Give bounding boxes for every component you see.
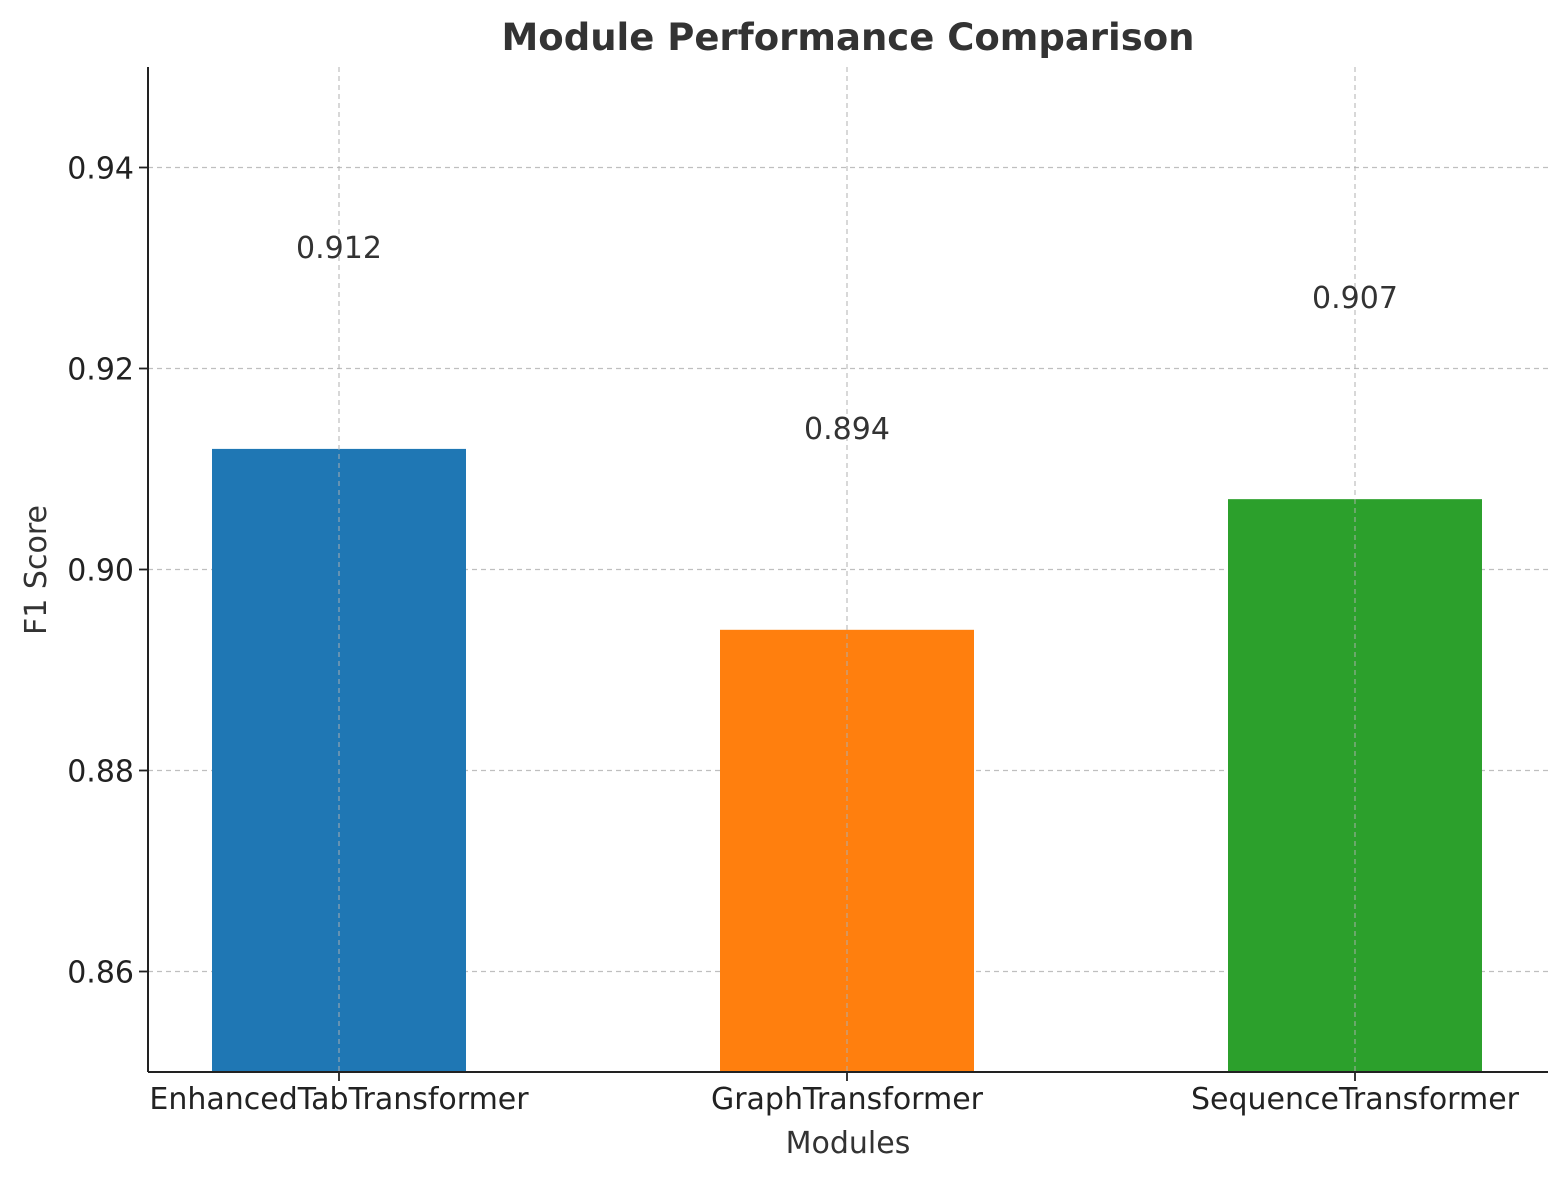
vertical-grid-layer <box>338 67 1356 1072</box>
x-tick-label: GraphTransformer <box>711 1082 984 1117</box>
bar-value-label: 0.912 <box>296 231 382 266</box>
y-axis-label: F1 Score <box>19 505 54 635</box>
bar-value-label: 0.907 <box>1312 281 1398 316</box>
y-tick-label: 0.90 <box>67 554 134 589</box>
value-labels-layer: 0.912 0.894 0.907 <box>296 231 1398 447</box>
bar-value-label: 0.894 <box>804 412 890 447</box>
chart-title: Module Performance Comparison <box>501 16 1194 59</box>
ticks-layer: 0.86 0.88 0.90 0.92 0.94 EnhancedTabTransform… <box>67 152 1519 1118</box>
y-tick-label: 0.94 <box>67 152 134 187</box>
x-tick-label: SequenceTransformer <box>1191 1082 1520 1117</box>
y-tick-label: 0.92 <box>67 353 134 388</box>
x-axis-label: Modules <box>786 1126 911 1161</box>
y-tick-label: 0.86 <box>67 956 134 991</box>
y-tick-label: 0.88 <box>67 755 134 790</box>
x-tick-label: EnhancedTabTransformer <box>149 1082 529 1117</box>
